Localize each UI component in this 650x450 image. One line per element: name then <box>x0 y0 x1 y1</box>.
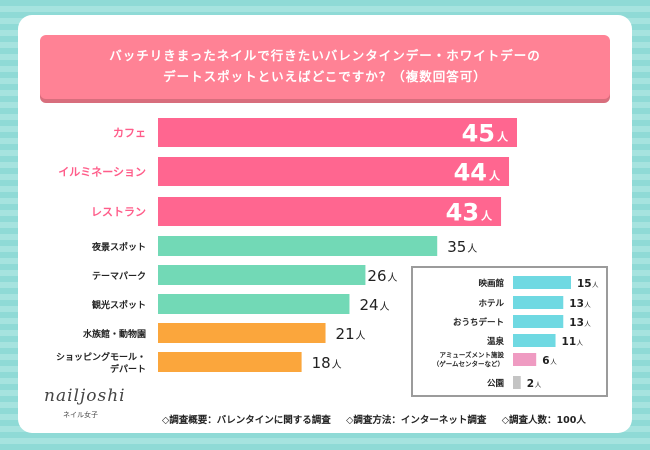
chart-title-line-2: デートスポットといえばどこですか？（複数回答可） <box>163 69 487 84</box>
inset-category-label: ホテル <box>478 299 504 309</box>
inset-value-label: 6 <box>542 355 549 367</box>
bar-5 <box>158 265 366 285</box>
inset-unit-label: 人 <box>535 381 542 389</box>
unit-label: 人 <box>356 330 366 342</box>
survey-count: ◇調査人数：100人 <box>501 415 586 426</box>
category-label: ショッピングモール・ <box>56 351 146 363</box>
inset-value-label: 15 <box>577 278 592 290</box>
inset-category-label: おうちデート <box>453 317 504 328</box>
inset-category-label: 公園 <box>487 379 504 389</box>
survey-overview: ◇調査概要：バレンタインに関する調査 <box>162 415 331 426</box>
inset-value-label: 11 <box>562 336 577 348</box>
inset-value-label: 13 <box>569 317 584 329</box>
category-label: テーマパーク <box>92 270 146 282</box>
value-label: 35 <box>447 238 466 256</box>
inset-chart-frame <box>411 266 608 397</box>
survey-footer: ◇調査概要：バレンタインに関する調査 ◇調査方法：インターネット調査 ◇調査人数… <box>162 412 598 426</box>
category-label: レストラン <box>91 206 146 219</box>
inset-unit-label: 人 <box>584 301 591 309</box>
value-label: 21 <box>336 325 355 343</box>
inset-bar-5 <box>513 353 537 366</box>
value-label: 26 <box>367 267 386 285</box>
bar-7 <box>158 323 326 343</box>
unit-label: 人 <box>379 301 389 313</box>
inset-bar-2 <box>513 296 564 309</box>
bar-8 <box>158 352 302 372</box>
inset-unit-label: 人 <box>592 281 599 289</box>
bar-6 <box>158 294 350 314</box>
category-label: 観光スポット <box>92 299 146 311</box>
unit-label: 人 <box>481 209 493 223</box>
value-label: 18 <box>312 354 331 372</box>
unit-label: 人 <box>332 359 342 371</box>
category-label: デパート <box>110 363 146 375</box>
bar-2 <box>158 157 510 186</box>
brand-logo-subtitle: ネイル女子 <box>63 411 98 419</box>
unit-label: 人 <box>467 243 477 255</box>
inset-value-label: 13 <box>569 298 584 310</box>
inset-category-label: 温泉 <box>487 336 505 347</box>
inset-category-label: 映画館 <box>478 278 504 289</box>
inset-unit-label: 人 <box>584 320 591 328</box>
inset-category-label: （ゲームセンターなど） <box>433 359 504 368</box>
bar-4 <box>158 236 438 256</box>
inset-category-label: アミューズメント施設 <box>439 350 504 359</box>
inset-value-label: 2 <box>527 378 534 390</box>
inset-bar-1 <box>513 276 571 289</box>
value-label: 45 <box>462 120 495 148</box>
category-label: 水族館・動物園 <box>83 328 146 340</box>
unit-label: 人 <box>497 130 509 144</box>
survey-method: ◇調査方法：インターネット調査 <box>346 415 487 426</box>
value-label: 44 <box>454 159 487 187</box>
brand-logo: nailjoshi <box>44 386 126 406</box>
category-label: 夜景スポット <box>91 241 146 253</box>
unit-label: 人 <box>489 169 501 183</box>
value-label: 43 <box>446 199 479 227</box>
inset-unit-label: 人 <box>577 339 584 347</box>
chart-title-line-1: バッチリきまったネイルで行きたいバレンタインデー・ホワイトデーの <box>109 48 541 63</box>
chart-title: バッチリきまったネイルで行きたいバレンタインデー・ホワイトデーの デートスポット… <box>40 35 610 99</box>
inset-bar-4 <box>513 334 556 347</box>
value-label: 24 <box>359 296 378 314</box>
inset-bar-3 <box>513 315 564 328</box>
bar-3 <box>158 197 502 226</box>
category-label: イルミネーション <box>58 166 146 179</box>
category-label: カフェ <box>113 127 146 140</box>
inset-bar-6 <box>513 376 521 389</box>
unit-label: 人 <box>387 272 397 284</box>
inset-unit-label: 人 <box>550 358 557 366</box>
bar-1 <box>158 118 517 147</box>
